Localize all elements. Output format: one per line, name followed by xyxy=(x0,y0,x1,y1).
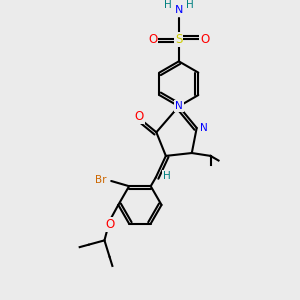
Text: O: O xyxy=(105,218,114,231)
Text: O: O xyxy=(200,33,209,46)
Text: N: N xyxy=(175,101,183,111)
Text: H: H xyxy=(163,171,171,181)
Text: N: N xyxy=(175,5,183,15)
Text: H: H xyxy=(186,0,194,11)
Text: O: O xyxy=(134,110,144,123)
Text: N: N xyxy=(200,123,208,133)
Text: O: O xyxy=(148,33,158,46)
Text: H: H xyxy=(164,0,172,11)
Text: S: S xyxy=(175,33,182,46)
Text: Br: Br xyxy=(94,175,106,184)
